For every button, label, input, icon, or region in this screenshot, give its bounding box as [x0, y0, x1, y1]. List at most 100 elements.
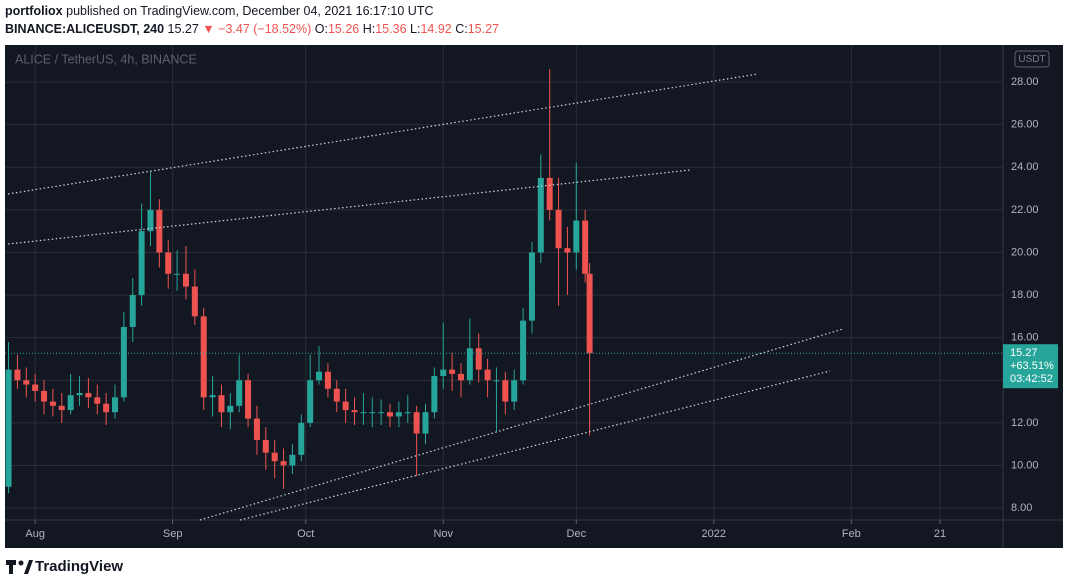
candle-body	[369, 412, 376, 414]
candle-body	[564, 248, 571, 253]
candle-body	[112, 397, 119, 413]
candle-body	[484, 369, 491, 381]
candle-body	[253, 418, 260, 440]
candle-body	[555, 209, 562, 249]
y-tick-label: 10.00	[1011, 459, 1039, 471]
axes: 8.0010.0012.0014.0016.0018.0020.0022.002…	[25, 76, 1058, 540]
logo-mark	[6, 560, 16, 565]
y-tick-label: 12.00	[1011, 417, 1039, 429]
last: 15.27	[168, 22, 199, 36]
candle-body	[182, 273, 189, 287]
candle-body	[449, 369, 456, 374]
price-label-box	[1003, 344, 1058, 389]
ohlc-label: H:	[363, 22, 376, 36]
candle-body	[227, 405, 234, 413]
candle-body	[41, 390, 48, 402]
candle-body	[76, 393, 83, 396]
x-tick-label: Feb	[842, 528, 861, 540]
candle-body	[209, 395, 216, 398]
candle-body	[245, 380, 252, 419]
candle-body	[67, 395, 74, 411]
ohlc-value: 15.27	[468, 22, 499, 36]
candle-body	[262, 439, 269, 453]
candle-body	[147, 209, 154, 232]
logo	[6, 560, 33, 574]
ohlc-label: C:	[455, 22, 468, 36]
ohlc-value: 14.92	[420, 22, 451, 36]
candle-body	[440, 369, 447, 377]
x-tick-label: Oct	[297, 528, 314, 540]
candle-body	[271, 452, 278, 462]
y-tick-label: 16.00	[1011, 332, 1039, 344]
change: ▼ −3.47 (−18.52%)	[202, 22, 311, 36]
price-change: +63.51%	[1010, 360, 1054, 372]
candle-body	[387, 412, 394, 417]
countdown: 03:42:52	[1010, 373, 1053, 385]
candle-body	[236, 380, 243, 406]
trend-lines	[7, 73, 844, 521]
candle-body	[502, 380, 509, 402]
candle-body	[129, 295, 136, 328]
plot	[5, 69, 1003, 494]
candle-body	[360, 412, 367, 414]
currency-badge[interactable]	[1014, 50, 1050, 68]
candle-body	[586, 273, 593, 354]
candle-body	[58, 405, 65, 411]
grid	[5, 45, 1003, 520]
candle-body	[32, 384, 39, 391]
candle-body	[342, 401, 349, 411]
candle-body	[218, 395, 225, 413]
candle-body	[14, 369, 21, 381]
y-tick-label: 8.00	[1011, 502, 1032, 514]
ohlc-value: 15.36	[375, 22, 406, 36]
published: published on TradingView.com, December 0…	[66, 4, 433, 18]
candle-body	[404, 412, 411, 414]
candle-body	[466, 348, 473, 381]
ohlc-label: O:	[315, 22, 328, 36]
candle-body	[493, 380, 500, 382]
symbol: BINANCE:ALICEUSDT, 240	[5, 22, 164, 36]
logo-mark	[18, 560, 24, 566]
candle-body	[324, 371, 331, 389]
x-tick-label: Nov	[433, 528, 453, 540]
candle-body	[431, 376, 438, 413]
candle-body	[307, 380, 314, 423]
candle-body	[395, 412, 402, 417]
y-tick-label: 24.00	[1011, 161, 1039, 173]
x-tick-label: 21	[934, 528, 946, 540]
candle-body	[422, 412, 429, 434]
x-tick-label: Sep	[163, 528, 183, 540]
candle-body	[165, 252, 172, 274]
candle-body	[537, 177, 544, 253]
candle-body	[333, 388, 340, 402]
currency: USDT	[1018, 54, 1045, 65]
candle-body	[138, 231, 145, 296]
y-tick-label: 26.00	[1011, 119, 1039, 131]
candle-body	[528, 252, 535, 321]
header-line: portfoliox published on TradingView.com,…	[5, 4, 433, 18]
candle-body	[103, 403, 110, 413]
candle-body	[49, 401, 56, 406]
candle-body	[94, 397, 101, 404]
candle-body	[573, 220, 580, 253]
candle-body	[457, 373, 464, 381]
candle-body	[120, 327, 127, 398]
candle-body	[298, 422, 305, 455]
logo-mark	[24, 560, 33, 574]
candle-body	[191, 286, 198, 317]
candle-body	[289, 454, 296, 466]
candle-body	[546, 177, 553, 210]
candle-body	[280, 461, 287, 466]
y-tick-label: 20.00	[1011, 246, 1039, 258]
candle-body	[413, 412, 420, 434]
candle-body	[582, 220, 589, 274]
trend-line	[7, 73, 759, 195]
x-tick-label: Aug	[25, 528, 45, 540]
x-tick-label: Dec	[567, 528, 587, 540]
candle-body	[475, 348, 482, 370]
candle-body	[85, 393, 92, 398]
ohlc-value: 15.26	[328, 22, 359, 36]
logo-mark	[9, 565, 13, 574]
price-label: 15.27	[1010, 347, 1038, 359]
author: portfoliox	[5, 4, 63, 18]
